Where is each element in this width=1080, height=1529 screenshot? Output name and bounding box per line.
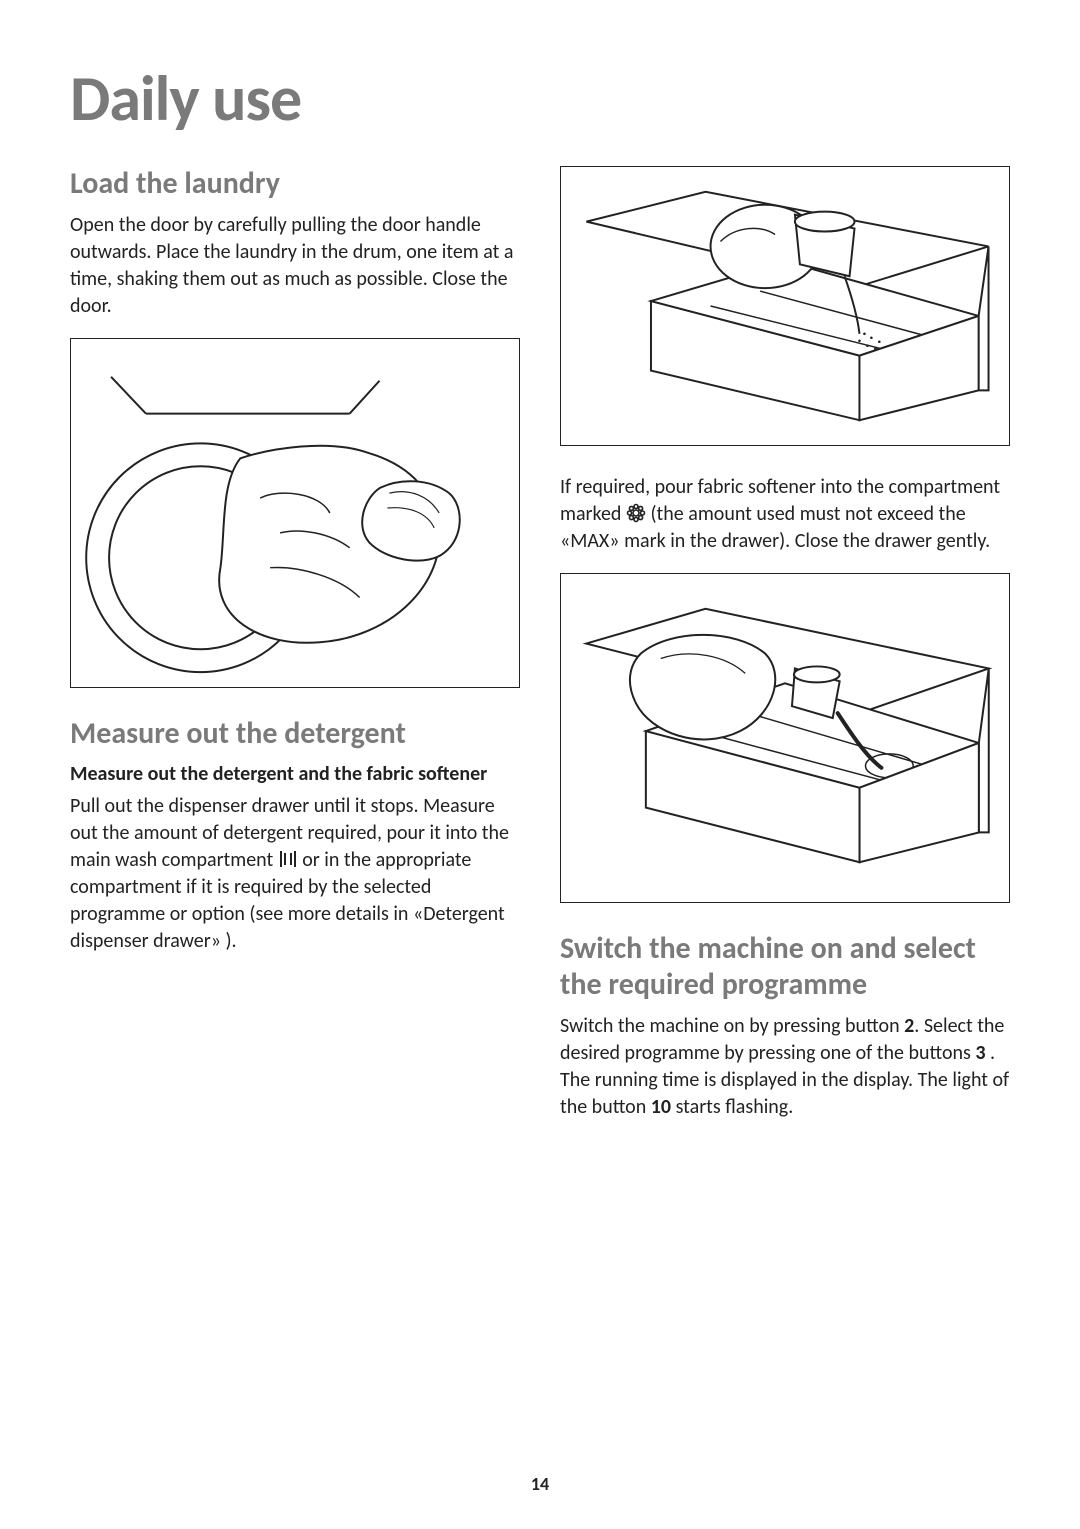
flower-icon: [626, 503, 646, 523]
illustration-load-drum: [71, 339, 519, 687]
para-switch-on: Switch the machine on by pressing button…: [560, 1013, 1010, 1121]
heading-measure-detergent: Measure out the detergent: [70, 716, 520, 752]
para-measure-detergent: Pull out the dispenser drawer until it s…: [70, 793, 520, 955]
figure-softener-drawer: [560, 573, 1010, 903]
compartment-two-icon: [278, 849, 298, 869]
page-number: 14: [0, 1473, 1080, 1495]
right-column: If required, pour fabric softener into t…: [560, 166, 1010, 1139]
page-title: Daily use: [70, 60, 1010, 138]
left-column: Load the laundry Open the door by carefu…: [70, 166, 520, 1139]
p4-b2: 3: [975, 1041, 985, 1065]
para-softener: If required, pour fabric softener into t…: [560, 474, 1010, 555]
heading-load-laundry: Load the laundry: [70, 166, 520, 202]
illustration-softener-drawer: [561, 574, 1009, 902]
figure-detergent-drawer: [560, 166, 1010, 446]
p4-4: starts flashing.: [671, 1095, 793, 1119]
content-columns: Load the laundry Open the door by carefu…: [70, 166, 1010, 1139]
illustration-detergent-drawer: [561, 167, 1009, 445]
p4-b3: 10: [651, 1095, 671, 1119]
p4-b1: 2: [904, 1014, 914, 1038]
p4-1: Switch the machine on by pressing button: [560, 1014, 904, 1038]
subheading-measure-detergent: Measure out the detergent and the fabric…: [70, 762, 520, 787]
heading-switch-on: Switch the machine on and select the req…: [560, 931, 1010, 1003]
para-load-laundry: Open the door by carefully pulling the d…: [70, 212, 520, 320]
figure-load-drum: [70, 338, 520, 688]
